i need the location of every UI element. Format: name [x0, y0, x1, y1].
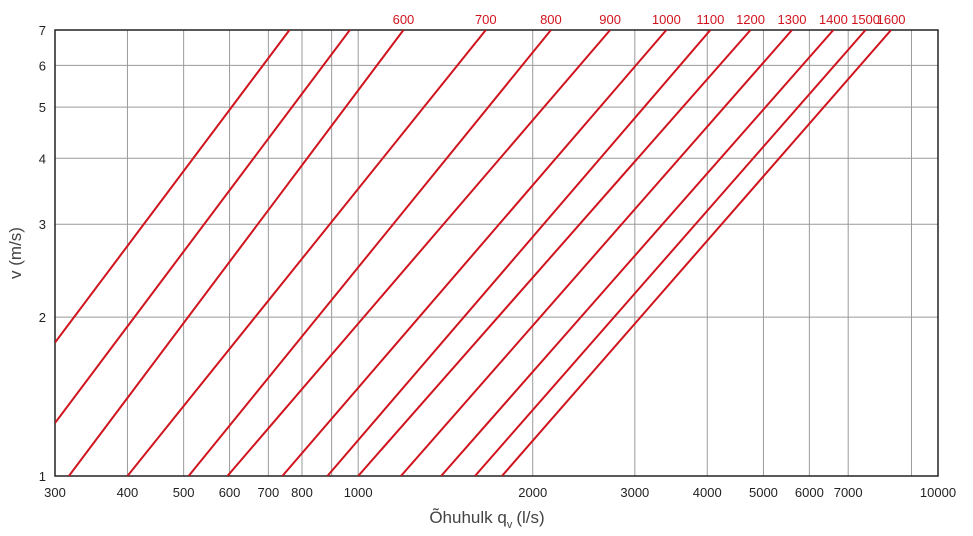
series-line-1100 — [326, 30, 712, 476]
series-line-1200 — [357, 30, 752, 476]
series-line-500 — [55, 30, 291, 344]
series-label-1000: 1000 — [652, 12, 681, 27]
x-tick-label: 5000 — [749, 485, 778, 500]
series-line-1400 — [440, 30, 835, 476]
y-tick-label: 3 — [39, 217, 46, 232]
series-line-1500 — [474, 30, 867, 476]
x-tick-label: 3000 — [620, 485, 649, 500]
x-tick-label: 7000 — [834, 485, 863, 500]
x-tick-label: 4000 — [693, 485, 722, 500]
series-label-800: 800 — [540, 12, 562, 27]
y-axis-ticks: 1 2 3 4 5 6 7 — [39, 23, 46, 484]
series-label-900: 900 — [599, 12, 621, 27]
series-line-1600 — [501, 30, 892, 476]
y-axis-title: v (m/s) — [6, 227, 25, 279]
series-line-1300 — [400, 30, 793, 476]
x-tick-label: 300 — [44, 485, 66, 500]
series-line-1000 — [281, 30, 668, 476]
series-line-600 — [68, 30, 405, 476]
series-lines — [55, 30, 892, 476]
x-axis-title-subscript: v — [507, 519, 513, 531]
series-line-800 — [187, 30, 552, 476]
y-tick-label: 6 — [39, 58, 46, 73]
y-tick-label: 4 — [39, 151, 46, 166]
series-label-1600: 1600 — [877, 12, 906, 27]
series-label-600: 600 — [393, 12, 415, 27]
series-line-700 — [126, 30, 487, 476]
x-axis-title: Õhuhulk qv (l/s) — [429, 508, 544, 531]
series-label-1300: 1300 — [778, 12, 807, 27]
x-tick-label: 1000 — [344, 485, 373, 500]
series-label-1200: 1200 — [736, 12, 765, 27]
y-tick-label: 7 — [39, 23, 46, 38]
y-tick-label: 5 — [39, 100, 46, 115]
x-tick-label: 2000 — [518, 485, 547, 500]
series-label-1400: 1400 — [819, 12, 848, 27]
x-tick-label: 6000 — [795, 485, 824, 500]
x-tick-label: 500 — [173, 485, 195, 500]
y-tick-label: 1 — [39, 469, 46, 484]
series-line-400 — [55, 30, 351, 424]
x-tick-label: 400 — [117, 485, 139, 500]
series-label-1100: 1100 — [696, 12, 724, 27]
x-tick-label: 10000 — [920, 485, 956, 500]
series-label-1500: 1500 — [851, 12, 880, 27]
series-label-700: 700 — [475, 12, 497, 27]
x-axis-title-unit: (l/s) — [516, 508, 544, 527]
x-tick-label: 700 — [258, 485, 280, 500]
x-axis-ticks: 300 400 500 600 700 800 1000 2000 3000 4000 5000 60… — [44, 485, 956, 500]
plot-frame — [54, 29, 939, 477]
x-tick-label: 800 — [291, 485, 313, 500]
y-tick-label: 2 — [39, 310, 46, 325]
x-tick-label: 600 — [219, 485, 241, 500]
series-line-900 — [226, 30, 611, 476]
x-axis-title-main: Õhuhulk q — [429, 508, 507, 527]
